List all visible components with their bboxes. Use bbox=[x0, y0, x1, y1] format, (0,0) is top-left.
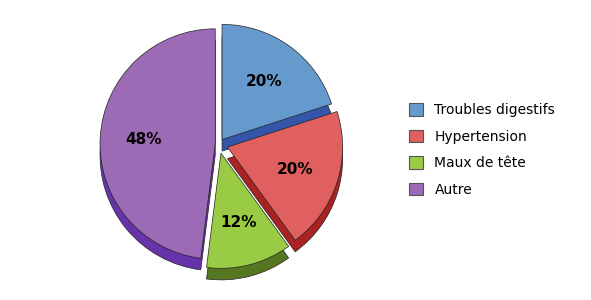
Wedge shape bbox=[206, 153, 288, 268]
Wedge shape bbox=[100, 40, 215, 270]
Wedge shape bbox=[100, 29, 215, 258]
Wedge shape bbox=[228, 123, 343, 252]
Wedge shape bbox=[222, 36, 332, 151]
Legend: Troubles digestifs, Hypertension, Maux de tête, Autre: Troubles digestifs, Hypertension, Maux d… bbox=[405, 99, 560, 201]
Wedge shape bbox=[206, 165, 288, 280]
Wedge shape bbox=[222, 24, 332, 140]
Wedge shape bbox=[228, 112, 343, 240]
Text: 48%: 48% bbox=[126, 132, 162, 147]
Text: 12%: 12% bbox=[220, 215, 257, 230]
Text: 20%: 20% bbox=[277, 162, 314, 177]
Text: 20%: 20% bbox=[246, 74, 282, 89]
